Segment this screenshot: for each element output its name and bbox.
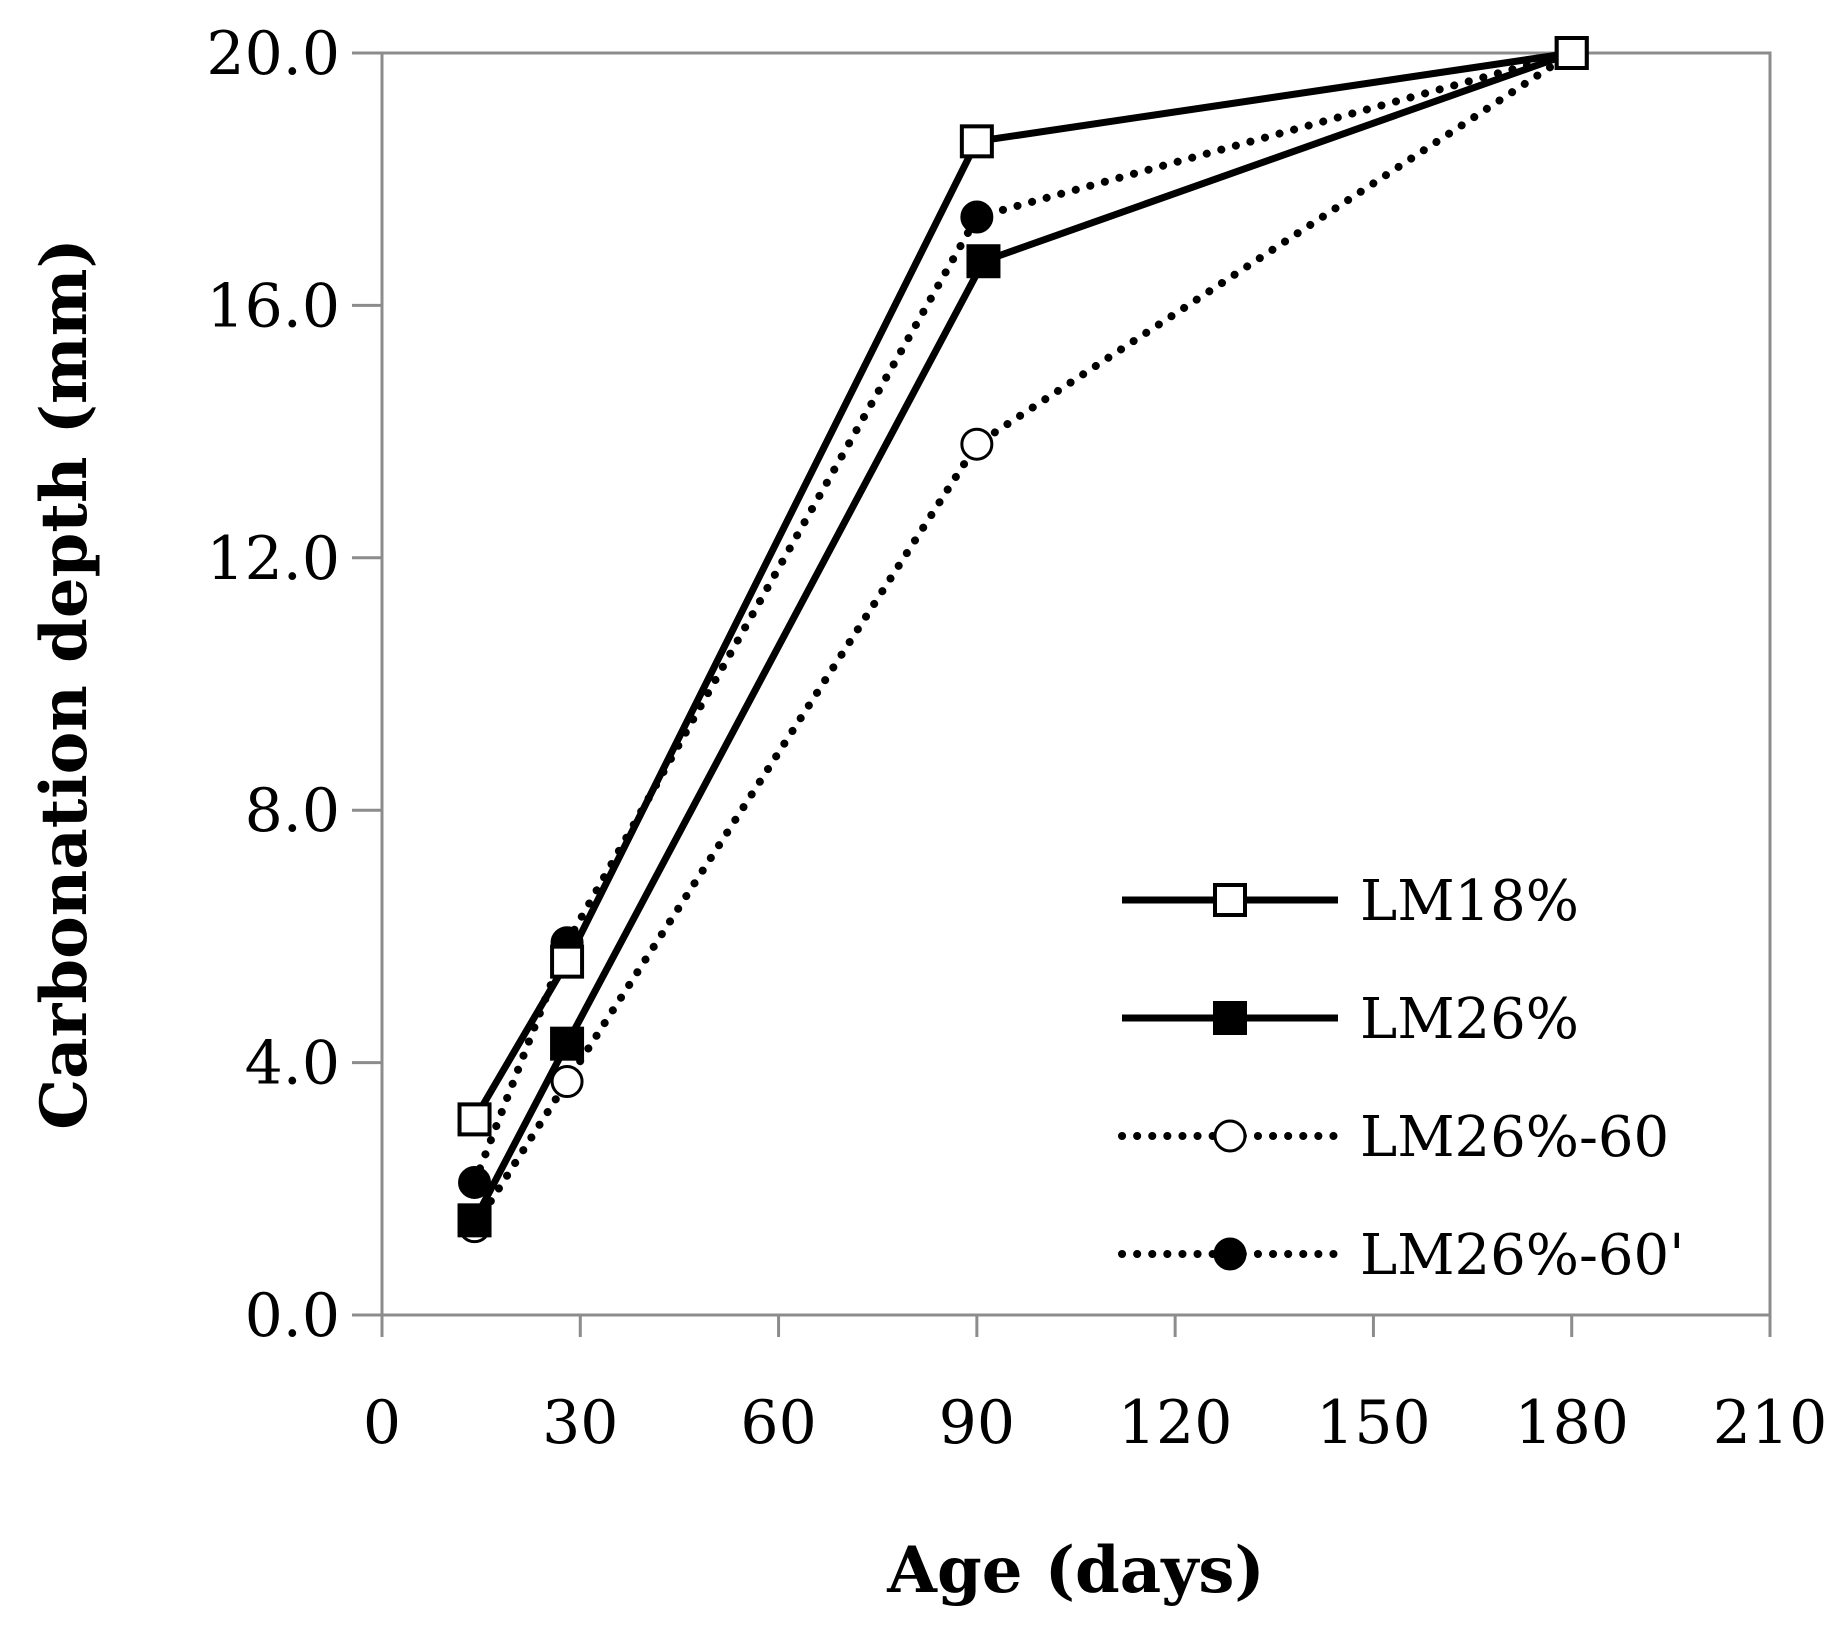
legend-item: LM26%-60'	[1118, 1223, 1685, 1288]
data-point	[966, 244, 1001, 279]
x-tick-label: 180	[1514, 1388, 1629, 1458]
x-tick-label: 60	[740, 1388, 816, 1458]
legend-item: LM26%	[1122, 987, 1579, 1052]
x-tick-label: 90	[939, 1388, 1015, 1458]
y-tick-label: 20.0	[206, 19, 340, 89]
data-point	[960, 200, 994, 234]
x-tick-label: 120	[1118, 1388, 1233, 1458]
x-tick-label: 150	[1316, 1388, 1431, 1458]
x-axis-title: Age (days)	[886, 1533, 1264, 1608]
y-tick-label: 8.0	[245, 776, 340, 846]
data-point	[550, 1026, 585, 1061]
legend-marker	[1213, 1119, 1247, 1153]
data-point	[457, 1203, 492, 1238]
legend-label: LM26%-60	[1360, 1105, 1669, 1170]
data-point	[550, 944, 585, 979]
series-lm26pct-60	[458, 36, 1589, 1244]
series-line	[471, 49, 1573, 1222]
legend-item: LM18%	[1122, 869, 1579, 934]
series-line	[470, 49, 1576, 1231]
legend-marker	[1213, 1001, 1247, 1035]
series-line	[471, 49, 1573, 1122]
data-point	[959, 124, 994, 159]
x-tick-label: 210	[1713, 1388, 1828, 1458]
data-point	[550, 1065, 584, 1099]
data-point	[457, 1102, 492, 1137]
x-tick-label: 30	[542, 1388, 618, 1458]
legend-label: LM18%	[1360, 869, 1579, 934]
data-point	[458, 1165, 492, 1199]
data-point	[1554, 36, 1589, 70]
x-tick-label: 0	[363, 1388, 401, 1458]
y-tick-label: 12.0	[206, 524, 340, 594]
legend-item: LM26%-60	[1118, 1105, 1669, 1170]
legend-label: LM26%	[1360, 987, 1579, 1052]
data-point	[960, 427, 994, 461]
series-lm26pct	[457, 36, 1589, 1238]
legend-marker	[1213, 1237, 1247, 1271]
y-tick-label: 4.0	[245, 1029, 340, 1099]
y-tick-label: 16.0	[206, 271, 340, 341]
legend-marker	[1213, 883, 1247, 917]
legend: LM18% LM26% LM26%-60 LM26%-60'	[1118, 869, 1685, 1288]
y-axis-title: Carbonation depth (mm)	[27, 238, 102, 1130]
legend-label: LM26%-60'	[1360, 1223, 1685, 1288]
y-tick-label: 0.0	[245, 1281, 340, 1351]
series-lm18pct	[457, 36, 1589, 1137]
